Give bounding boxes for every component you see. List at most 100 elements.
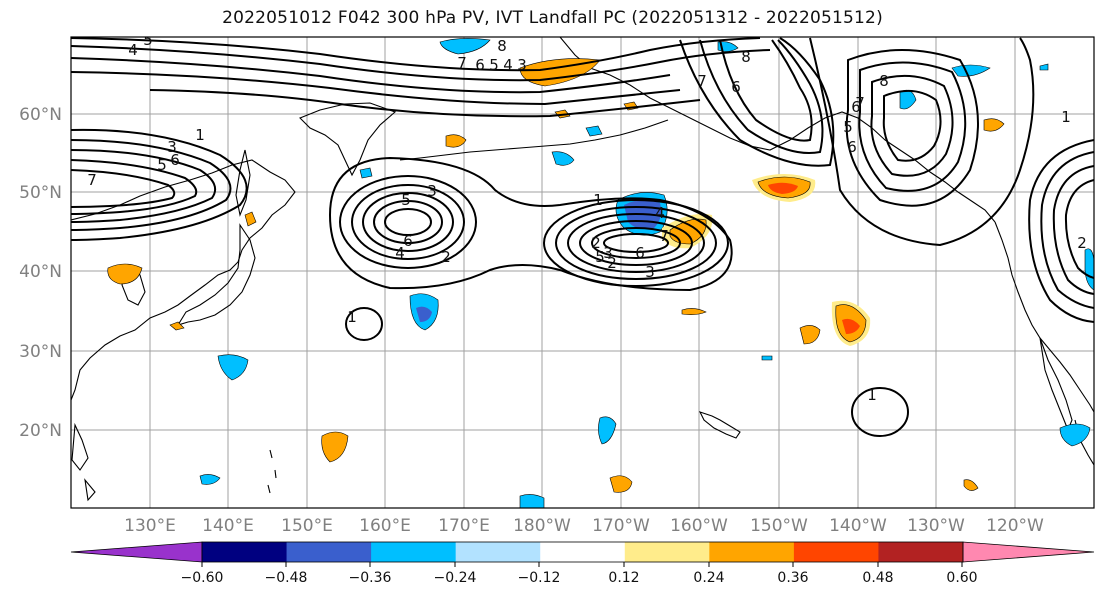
coastline-kamchatka [299,102,397,177]
contour-label: 1 [867,386,877,404]
longitude-label: 160°W [670,516,728,536]
contour-label: 2 [591,234,601,252]
contour-label: 4 [395,244,405,262]
coastline-alaska [559,37,996,223]
longitude-label: 140°E [202,516,254,536]
contour-label: 7 [87,171,97,189]
colorbar-segment [793,542,879,562]
longitude-labels: 130°E 140°E 150°E 160°E 170°E 180°W 170°W 160°W… [124,516,1044,536]
colorbar-segment [202,542,288,562]
contour-label: 3 [167,138,177,156]
contour-label: 2 [441,248,451,266]
longitude-label: 130°W [907,516,965,536]
contour-label: 8 [879,72,889,90]
contour-label: 4 [128,41,138,59]
contour-label: 2 [607,254,617,272]
colorbar-outline [201,541,964,563]
colorbar-segment [371,542,457,562]
contour-label: 3 [517,56,527,74]
coastline-hawaii [698,411,741,439]
colorbar-tick-label: 0.60 [946,570,977,586]
contour-label: 5 [401,191,411,209]
contour-system-west-coast [1028,139,1094,323]
longitude-label: 130°E [124,516,176,536]
contour-system-small-closed [345,307,909,437]
contour-system-north-pacific [543,199,729,287]
contour-label: 6 [847,138,857,156]
colorbar-tick-label: −0.60 [181,570,224,586]
longitude-label: 150°E [281,516,333,536]
colorbar-tick-label: −0.48 [265,570,308,586]
contour-label: 3 [645,263,655,281]
contour-label: 8 [741,48,751,66]
ivt-positive-anomaly-subtropics [107,58,1005,493]
colorbar-tick-label: 0.12 [608,570,639,586]
contour-label: 1 [347,308,357,326]
contour-system-gulf-of-alaska [679,37,1035,247]
latitude-label: 30°N [19,342,62,362]
colorbar-extend-min [70,541,203,563]
coastline-asia [71,159,296,401]
map-title: 2022051012 F042 300 hPa PV, IVT Landfall… [222,8,883,28]
contour-label: 5 [595,248,605,266]
coastlines [71,37,1094,502]
ivt-positive-anomaly-gulf-of-alaska [752,174,816,202]
colorbar-segment [286,542,372,562]
contour-label: 5 [157,156,167,174]
contour-label: 2 [1077,234,1087,252]
colorbar-segment [709,542,795,562]
contour-label: 5 [143,31,153,49]
longitude-label: 160°E [359,516,411,536]
colorbar-segment [540,542,626,562]
coastline-north-america-west [994,221,1094,413]
contour-label: 1 [593,191,603,209]
pv-contours [71,37,1094,437]
contour-label: 8 [497,37,507,55]
latitude-labels: 20°N 30°N 40°N 50°N 60°N [19,105,62,441]
colorbar-segment [455,542,541,562]
longitude-label: 170°W [592,516,650,536]
latitude-label: 40°N [19,262,62,282]
contour-label: 6 [731,78,741,96]
contour-label: 7 [659,227,669,245]
colorbar-extend-max [962,541,1095,563]
contour-label: 6 [403,232,413,250]
contour-label: 6 [635,244,645,262]
contour-label: 5 [843,118,853,136]
coastline-japan [176,223,256,326]
contour-label: 7 [457,54,467,72]
contour-label: 1 [195,126,205,144]
contour-system-kamchatka [328,156,733,292]
latitude-label: 50°N [19,183,62,203]
contour-label: 3 [603,244,613,262]
colorbar-tick-label: −0.12 [518,570,561,586]
contour-label: 4 [503,56,513,74]
longitude-label: 140°W [829,516,887,536]
colorbar-segment [878,542,964,562]
colorbar-segment [624,542,710,562]
longitude-label: 120°W [986,516,1044,536]
longitude-label: 170°E [438,516,490,536]
ivt-positive-anomaly-north-pacific [662,213,713,249]
colorbar-tick-label: −0.36 [349,570,392,586]
colorbar-tick-label: 0.48 [862,570,893,586]
colorbar-tick-label: −0.24 [434,570,477,586]
colorbar-tick-label: 0.24 [693,570,724,586]
longitude-label: 180°W [513,516,571,536]
longitude-label: 150°W [750,516,808,536]
coastline-philippines [71,422,96,502]
contour-label: 6 [475,56,485,74]
colorbar: −0.60 −0.48 −0.36 −0.24 −0.12 0.12 0.24 0.36 0.4… [70,541,1095,586]
map-frame [70,36,1095,509]
ivt-negative-anomaly-scattered [199,38,1094,508]
contour-label: 1 [1061,108,1071,126]
contour-system-japan-sea [71,128,248,241]
colorbar-tick-label: 0.36 [777,570,808,586]
latitude-label: 20°N [19,421,62,441]
contour-label: 3 [427,182,437,200]
contour-system-arctic-ridge [71,37,771,118]
contour-label: 7 [697,72,707,90]
contour-label: 4 [655,204,665,222]
